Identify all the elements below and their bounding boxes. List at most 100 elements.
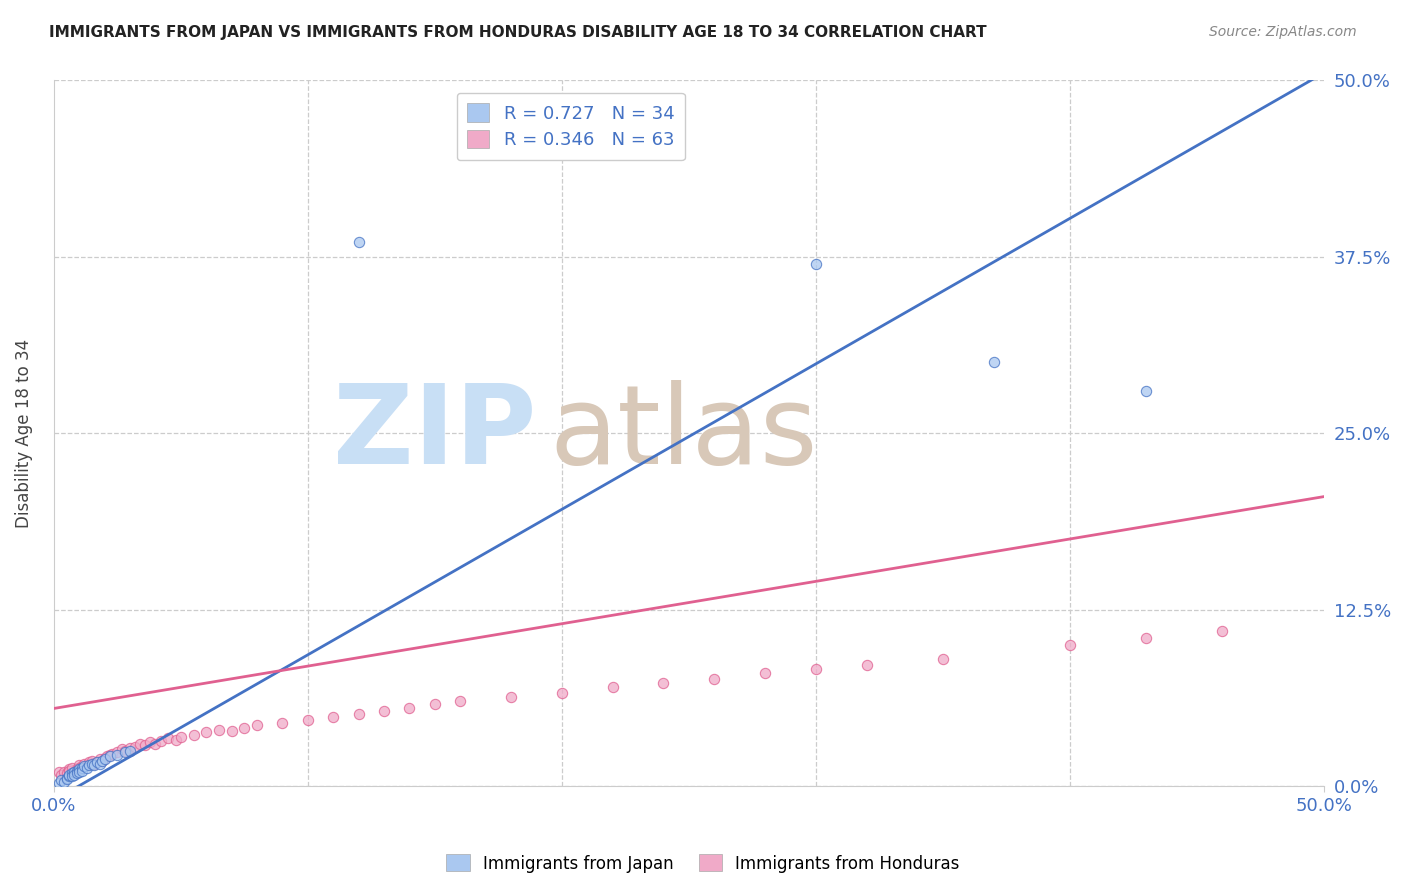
Point: [170, 730, 193, 744]
Point: [139, 735, 162, 749]
Point: [373, 704, 395, 718]
Legend: R = 0.727   N = 34, R = 0.346   N = 63: R = 0.727 N = 34, R = 0.346 N = 63: [457, 93, 685, 161]
Point: [347, 707, 370, 722]
Point: [124, 739, 146, 754]
Point: [91, 754, 114, 768]
Point: [983, 355, 1005, 369]
Point: [76, 758, 98, 772]
Point: [398, 701, 420, 715]
Point: [93, 752, 115, 766]
Point: [86, 755, 108, 769]
Point: [157, 731, 180, 745]
Point: [60, 769, 83, 783]
Point: [63, 764, 86, 779]
Point: [114, 745, 136, 759]
Text: Source: ZipAtlas.com: Source: ZipAtlas.com: [1209, 25, 1357, 39]
Point: [165, 732, 187, 747]
Point: [80, 756, 103, 771]
Point: [51, 768, 73, 782]
Point: [58, 769, 80, 783]
Point: [1059, 638, 1081, 652]
Point: [233, 721, 256, 735]
Point: [111, 742, 134, 756]
Point: [932, 652, 955, 666]
Point: [66, 764, 89, 778]
Point: [703, 672, 725, 686]
Point: [804, 256, 827, 270]
Point: [602, 680, 624, 694]
Point: [93, 751, 115, 765]
Point: [67, 762, 90, 776]
Point: [118, 744, 141, 758]
Point: [70, 764, 93, 778]
Point: [53, 764, 76, 779]
Point: [149, 734, 172, 748]
Point: [754, 666, 776, 681]
Point: [98, 749, 121, 764]
Point: [66, 766, 89, 780]
Point: [129, 737, 152, 751]
Legend: Immigrants from Japan, Immigrants from Honduras: Immigrants from Japan, Immigrants from H…: [440, 847, 966, 880]
Point: [1211, 624, 1233, 638]
Point: [48, 776, 70, 790]
Point: [67, 764, 90, 779]
Point: [105, 747, 128, 762]
Point: [48, 764, 70, 779]
Point: [63, 768, 86, 782]
Point: [134, 738, 156, 752]
Point: [322, 710, 344, 724]
Point: [1135, 384, 1157, 398]
Point: [449, 694, 471, 708]
Point: [98, 747, 121, 762]
Point: [55, 772, 77, 786]
Point: [67, 761, 90, 775]
Point: [58, 768, 80, 782]
Point: [53, 775, 76, 789]
Text: IMMIGRANTS FROM JAPAN VS IMMIGRANTS FROM HONDURAS DISABILITY AGE 18 TO 34 CORREL: IMMIGRANTS FROM JAPAN VS IMMIGRANTS FROM…: [49, 25, 987, 40]
Point: [60, 761, 83, 775]
Point: [67, 758, 90, 772]
Point: [91, 754, 114, 768]
Point: [423, 697, 446, 711]
Point: [79, 758, 101, 772]
Point: [221, 724, 243, 739]
Point: [60, 766, 83, 780]
Point: [58, 764, 80, 778]
Point: [246, 718, 269, 732]
Point: [101, 747, 124, 761]
Point: [551, 686, 574, 700]
Point: [183, 728, 205, 742]
Point: [83, 758, 105, 772]
Point: [499, 690, 522, 705]
Point: [79, 755, 101, 769]
Point: [195, 725, 218, 739]
Point: [652, 676, 675, 690]
Point: [63, 764, 86, 779]
Point: [55, 771, 77, 785]
Point: [70, 759, 93, 773]
Point: [66, 762, 89, 776]
Point: [86, 755, 108, 769]
Point: [208, 723, 231, 737]
Point: [89, 756, 111, 771]
Point: [105, 745, 128, 759]
Point: [855, 657, 877, 672]
Text: atlas: atlas: [550, 380, 818, 486]
Point: [83, 756, 105, 771]
Point: [114, 744, 136, 758]
Y-axis label: Disability Age 18 to 34: Disability Age 18 to 34: [15, 338, 32, 528]
Point: [76, 761, 98, 775]
Point: [51, 773, 73, 788]
Point: [145, 737, 167, 751]
Point: [271, 715, 294, 730]
Point: [70, 761, 93, 775]
Point: [55, 766, 77, 780]
Point: [1135, 631, 1157, 645]
Point: [73, 759, 96, 773]
Text: ZIP: ZIP: [333, 380, 537, 486]
Point: [297, 713, 319, 727]
Point: [58, 762, 80, 776]
Point: [118, 741, 141, 756]
Point: [89, 752, 111, 766]
Point: [347, 235, 370, 250]
